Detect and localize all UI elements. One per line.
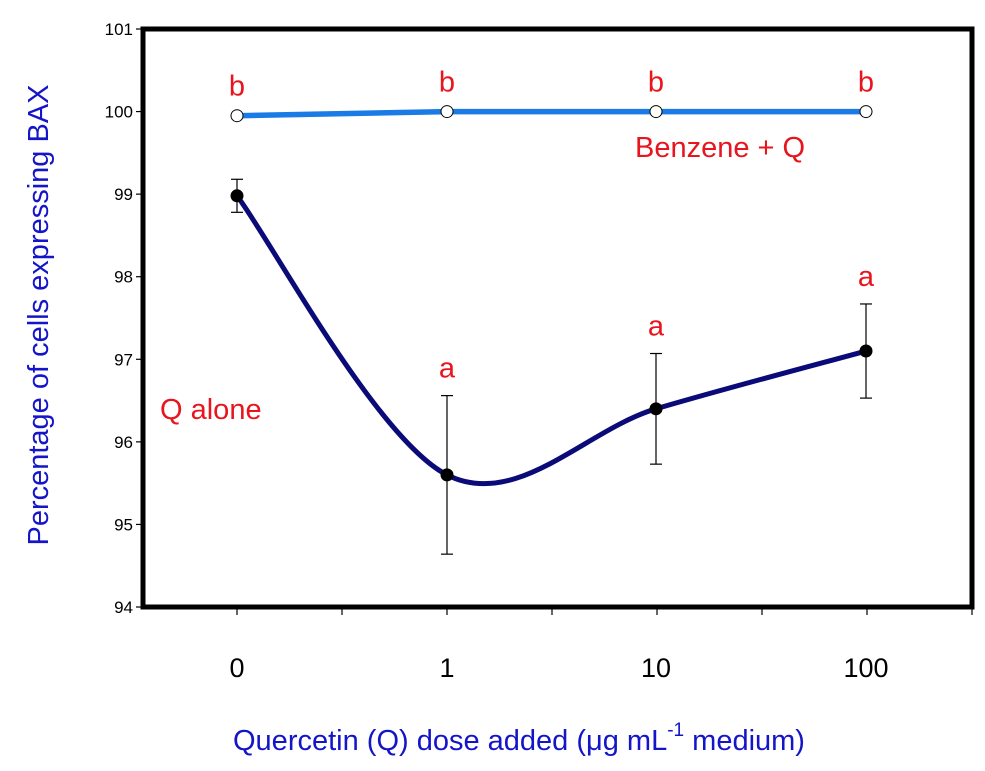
series-label-benzene-q: Benzene + Q — [635, 132, 805, 164]
data-point — [440, 468, 454, 482]
data-point — [649, 402, 663, 416]
y-tick-label: 95 — [114, 515, 133, 534]
series-line — [236, 108, 866, 119]
significance-letter: a — [439, 353, 456, 385]
data-point — [230, 189, 244, 203]
y-tick-label: 97 — [114, 350, 133, 369]
significance-letter: b — [439, 67, 455, 99]
data-point — [859, 344, 873, 358]
x-tick-label: 0 — [229, 653, 244, 683]
series-label-q-alone: Q alone — [160, 394, 262, 426]
x-tick-label: 100 — [843, 653, 888, 683]
y-tick-label: 94 — [114, 598, 133, 617]
data-point — [649, 105, 663, 119]
plot-frame — [140, 26, 975, 610]
significance-letter: b — [858, 67, 874, 99]
significance-letter: a — [648, 311, 665, 343]
y-axis-ticks: 94 95 96 97 98 99 100 101 — [105, 20, 143, 617]
y-tick-label: 99 — [114, 185, 133, 204]
x-axis-title-superscript: -1 — [667, 720, 684, 741]
data-point — [440, 105, 454, 119]
y-tick-label: 101 — [105, 20, 133, 39]
significance-letter: b — [648, 67, 664, 99]
x-axis-title: Quercetin (Q) dose added (μg mL-1 medium… — [233, 720, 805, 757]
y-tick-label: 100 — [105, 103, 133, 122]
y-tick-label: 96 — [114, 433, 133, 452]
y-axis-title: Percentage of cells expressing BAX — [23, 84, 55, 545]
y-tick-label: 98 — [114, 268, 133, 287]
series-layer: b b b b a a a — [229, 67, 875, 555]
data-point — [230, 109, 244, 123]
significance-letter: b — [229, 71, 245, 103]
significance-letter: a — [858, 261, 875, 293]
x-tick-label: 10 — [641, 653, 671, 683]
x-tick-label: 1 — [439, 653, 454, 683]
x-axis-ticks: 0 1 10 100 — [229, 607, 973, 683]
x-axis-title-main: Quercetin (Q) dose added (μg mL — [233, 725, 667, 757]
x-axis-title-suffix: medium) — [684, 725, 805, 757]
data-point — [859, 105, 873, 119]
series-line — [235, 194, 867, 487]
series-q-alone: a a a — [230, 178, 875, 555]
